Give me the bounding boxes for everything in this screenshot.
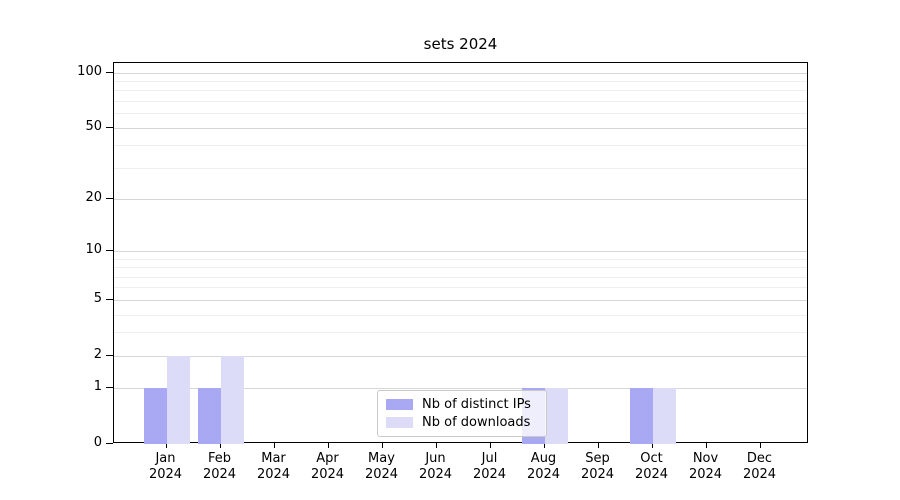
y-tick-label: 0 xyxy=(93,435,102,450)
x-tick-label: Jan 2024 xyxy=(148,451,183,482)
legend: Nb of distinct IPs Nb of downloads xyxy=(377,390,547,437)
major-gridline xyxy=(114,388,807,390)
minor-gridline xyxy=(114,267,807,269)
legend-entry-distinct-ips: Nb of distinct IPs xyxy=(386,396,538,413)
minor-gridline xyxy=(114,90,807,92)
major-gridline xyxy=(114,299,807,301)
x-tick-mark xyxy=(435,443,437,448)
x-tick-mark xyxy=(273,443,275,448)
x-tick-label: Aug 2024 xyxy=(526,451,561,482)
x-tick-mark xyxy=(597,443,599,448)
minor-gridline xyxy=(114,167,807,169)
y-tick-label: 2 xyxy=(93,346,102,362)
y-tick-mark xyxy=(106,250,113,252)
x-tick-label: Jun 2024 xyxy=(418,451,453,482)
bar-downloads xyxy=(652,388,676,444)
x-tick-label: Jul 2024 xyxy=(472,451,507,482)
bar-downloads xyxy=(544,388,568,444)
major-gridline xyxy=(114,199,807,201)
minor-gridline xyxy=(114,145,807,147)
y-tick-mark xyxy=(106,387,113,389)
major-gridline xyxy=(114,355,807,357)
y-tick-label: 5 xyxy=(93,290,102,306)
minor-gridline xyxy=(114,276,807,278)
y-tick-mark xyxy=(106,354,113,356)
x-tick-mark xyxy=(327,443,329,448)
plot-area xyxy=(113,62,808,444)
bar-downloads xyxy=(166,355,190,444)
x-tick-label: Feb 2024 xyxy=(202,451,237,482)
minor-gridline xyxy=(114,113,807,115)
major-gridline xyxy=(114,127,807,129)
minor-gridline xyxy=(114,81,807,83)
x-tick-label: May 2024 xyxy=(364,451,399,482)
minor-gridline xyxy=(114,101,807,103)
x-tick-label: Oct 2024 xyxy=(634,451,669,482)
y-tick-mark xyxy=(106,71,113,73)
bar-downloads xyxy=(220,355,244,444)
y-tick-label: 50 xyxy=(85,118,102,134)
y-tick-mark xyxy=(106,298,113,300)
x-tick-label: Sep 2024 xyxy=(580,451,615,482)
major-gridline xyxy=(114,251,807,253)
x-tick-label: Apr 2024 xyxy=(310,451,345,482)
x-tick-mark xyxy=(543,443,545,448)
x-tick-mark xyxy=(219,443,221,448)
x-tick-mark xyxy=(165,443,167,448)
chart-title: sets 2024 xyxy=(423,35,498,53)
y-tick-mark xyxy=(106,198,113,200)
y-tick-label: 20 xyxy=(85,190,102,206)
y-tick-label: 100 xyxy=(77,63,102,79)
legend-label-downloads: Nb of downloads xyxy=(422,415,531,430)
x-tick-label: Mar 2024 xyxy=(256,451,291,482)
y-tick-mark xyxy=(106,443,113,444)
bar-distinct-ips xyxy=(197,388,221,444)
bar-distinct-ips xyxy=(143,388,167,444)
legend-label-distinct-ips: Nb of distinct IPs xyxy=(422,397,531,412)
legend-swatch-1 xyxy=(386,417,413,428)
y-tick-label: 1 xyxy=(93,379,102,395)
y-tick-label: 10 xyxy=(85,242,102,258)
x-tick-mark xyxy=(489,443,491,448)
y-tick-mark xyxy=(106,126,113,128)
minor-gridline xyxy=(114,258,807,260)
x-tick-mark xyxy=(759,443,761,448)
x-tick-mark xyxy=(381,443,383,448)
x-tick-label: Nov 2024 xyxy=(688,451,723,482)
major-gridline xyxy=(114,72,807,74)
minor-gridline xyxy=(114,332,807,334)
legend-swatch-0 xyxy=(386,399,413,410)
legend-entry-downloads: Nb of downloads xyxy=(386,414,538,431)
x-tick-mark xyxy=(651,443,653,448)
minor-gridline xyxy=(114,287,807,289)
x-tick-mark xyxy=(705,443,707,448)
minor-gridline xyxy=(114,314,807,316)
x-tick-label: Dec 2024 xyxy=(742,451,777,482)
bar-distinct-ips xyxy=(629,388,653,444)
